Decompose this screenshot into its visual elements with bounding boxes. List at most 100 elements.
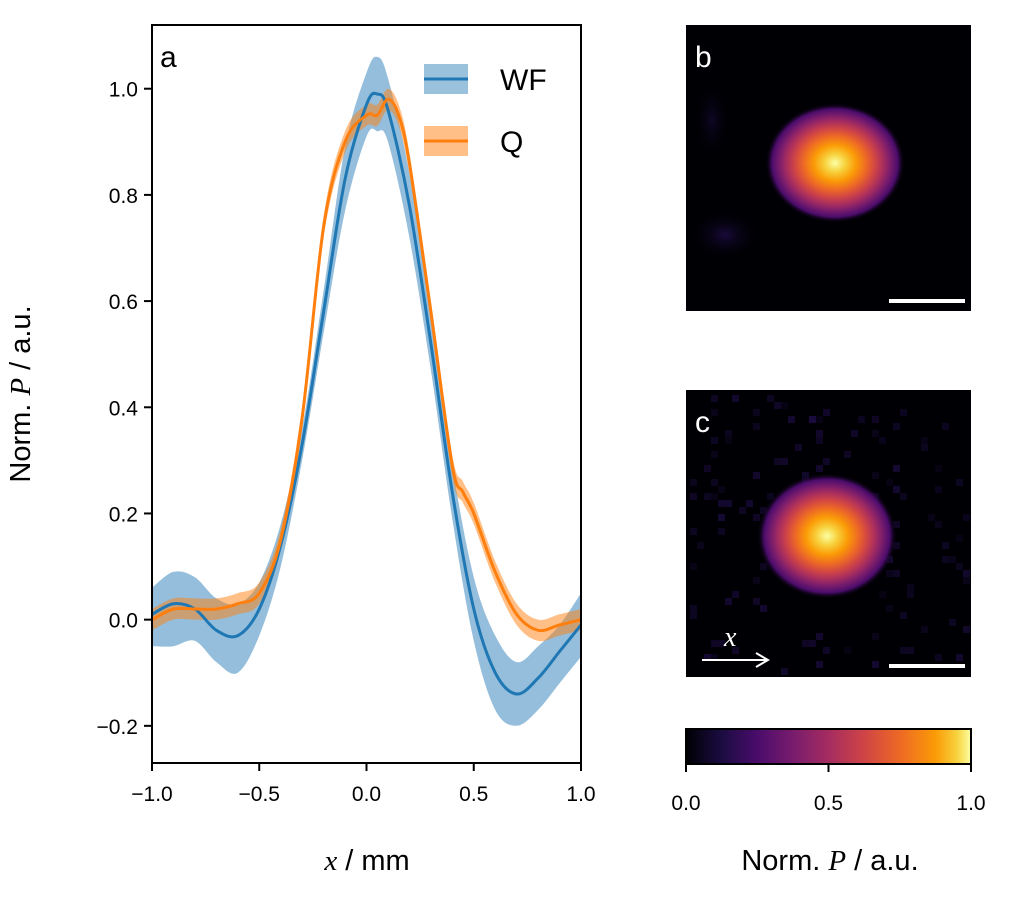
noise-pixel bbox=[942, 556, 949, 563]
noise-pixel bbox=[886, 605, 893, 612]
legend-label-q: Q bbox=[500, 126, 523, 159]
noise-pixel bbox=[893, 486, 900, 493]
line-plot-panel: −1.0 −0.5 0.0 0.5 1.0 −0.2 0.0 0.2 0.4 0.6 0.8 1.0… bbox=[5, 24, 596, 877]
noise-pixel bbox=[697, 542, 704, 549]
y-tick-label: 0.8 bbox=[109, 185, 138, 208]
noise-pixel bbox=[823, 409, 830, 416]
noise-pixel bbox=[704, 493, 711, 500]
noise-pixel bbox=[816, 633, 823, 640]
panel-label-b: b bbox=[695, 41, 712, 74]
noise-pixel bbox=[963, 514, 970, 521]
noise-pixel bbox=[718, 640, 725, 647]
y-axis-label: Norm. P / a.u. bbox=[5, 305, 37, 482]
x-axis-label: x / mm bbox=[323, 845, 409, 877]
noise-pixel bbox=[711, 493, 718, 500]
colorbar-label: Norm. P / a.u. bbox=[741, 845, 918, 877]
noise-pixel bbox=[879, 437, 886, 444]
y-tick-label: 0.4 bbox=[109, 397, 139, 420]
noise-pixel bbox=[823, 458, 830, 465]
noise-pixel bbox=[844, 647, 851, 654]
y-tick-label: −0.2 bbox=[97, 716, 138, 739]
noise-pixel bbox=[767, 395, 774, 402]
noise-pixel bbox=[893, 542, 900, 549]
noise-pixel bbox=[711, 437, 718, 444]
noise-pixel bbox=[816, 465, 823, 472]
noise-pixel bbox=[886, 570, 893, 577]
noise-pixel bbox=[753, 598, 760, 605]
noise-pixel bbox=[900, 409, 907, 416]
panel-label-c: c bbox=[695, 406, 710, 439]
confidence-band-q bbox=[152, 88, 581, 642]
noise-pixel bbox=[725, 437, 732, 444]
noise-pixel bbox=[949, 619, 956, 626]
noise-pixel bbox=[872, 633, 879, 640]
noise-pixel bbox=[816, 661, 823, 668]
noise-pixel bbox=[956, 479, 963, 486]
noise-pixel bbox=[844, 451, 851, 458]
noise-pixel bbox=[753, 409, 760, 416]
panel-label-a: a bbox=[160, 41, 177, 74]
noise-pixel bbox=[872, 472, 879, 479]
noise-pixel bbox=[690, 612, 697, 619]
noise-pixel bbox=[781, 668, 788, 675]
heatmap-b-faint-blob bbox=[694, 80, 730, 160]
noise-pixel bbox=[893, 423, 900, 430]
x-tick-label: −0.5 bbox=[239, 783, 280, 806]
noise-pixel bbox=[711, 395, 718, 402]
noise-pixel bbox=[935, 465, 942, 472]
arrow-label-x: x bbox=[723, 622, 737, 653]
noise-pixel bbox=[746, 500, 753, 507]
noise-pixel bbox=[753, 423, 760, 430]
noise-pixel bbox=[963, 577, 970, 584]
noise-pixel bbox=[956, 535, 963, 542]
noise-pixel bbox=[725, 500, 732, 507]
noise-pixel bbox=[732, 647, 739, 654]
noise-pixel bbox=[893, 570, 900, 577]
series-line-wf bbox=[152, 91, 581, 696]
noise-pixel bbox=[739, 507, 746, 514]
noise-pixel bbox=[774, 458, 781, 465]
colorbar-tick-label: 0.5 bbox=[814, 792, 843, 815]
noise-pixel bbox=[893, 521, 900, 528]
noise-pixel bbox=[704, 465, 711, 472]
noise-pixel bbox=[823, 409, 830, 416]
noise-pixel bbox=[774, 402, 781, 409]
legend: WF Q bbox=[424, 64, 547, 159]
noise-pixel bbox=[718, 486, 725, 493]
noise-pixel bbox=[956, 654, 963, 661]
noise-pixel bbox=[872, 430, 879, 437]
heatmap-panel-c: x c bbox=[686, 390, 971, 677]
noise-pixel bbox=[858, 416, 865, 423]
noise-pixel bbox=[907, 584, 914, 591]
noise-pixel bbox=[893, 465, 900, 472]
noise-pixel bbox=[732, 395, 739, 402]
y-tick-label: 0.6 bbox=[109, 291, 138, 314]
colorbar: 0.0 0.5 1.0 Norm. P / a.u. bbox=[671, 728, 986, 877]
noise-pixel bbox=[963, 626, 970, 633]
x-direction-arrow bbox=[702, 652, 770, 668]
noise-pixel bbox=[900, 612, 907, 619]
noise-pixel bbox=[711, 654, 718, 661]
noise-pixel bbox=[690, 528, 697, 535]
heatmap-panel-b: b bbox=[686, 25, 971, 311]
noise-pixel bbox=[760, 563, 767, 570]
noise-pixel bbox=[802, 640, 809, 647]
noise-pixel bbox=[690, 605, 697, 612]
noise-pixel bbox=[781, 402, 788, 409]
noise-pixel bbox=[732, 591, 739, 598]
noise-pixel bbox=[746, 500, 753, 507]
noise-pixel bbox=[935, 486, 942, 493]
heatmap-b-spot bbox=[765, 103, 905, 223]
noise-pixel bbox=[767, 493, 774, 500]
noise-pixel bbox=[781, 458, 788, 465]
noise-pixel bbox=[809, 640, 816, 647]
noise-pixel bbox=[921, 437, 928, 444]
noise-pixel bbox=[872, 661, 879, 668]
noise-pixel bbox=[816, 416, 823, 423]
noise-pixel bbox=[760, 605, 767, 612]
x-tick-label: −1.0 bbox=[131, 783, 172, 806]
noise-pixel bbox=[690, 563, 697, 570]
heatmap-c-spot bbox=[757, 473, 897, 599]
noise-pixel bbox=[942, 542, 949, 549]
